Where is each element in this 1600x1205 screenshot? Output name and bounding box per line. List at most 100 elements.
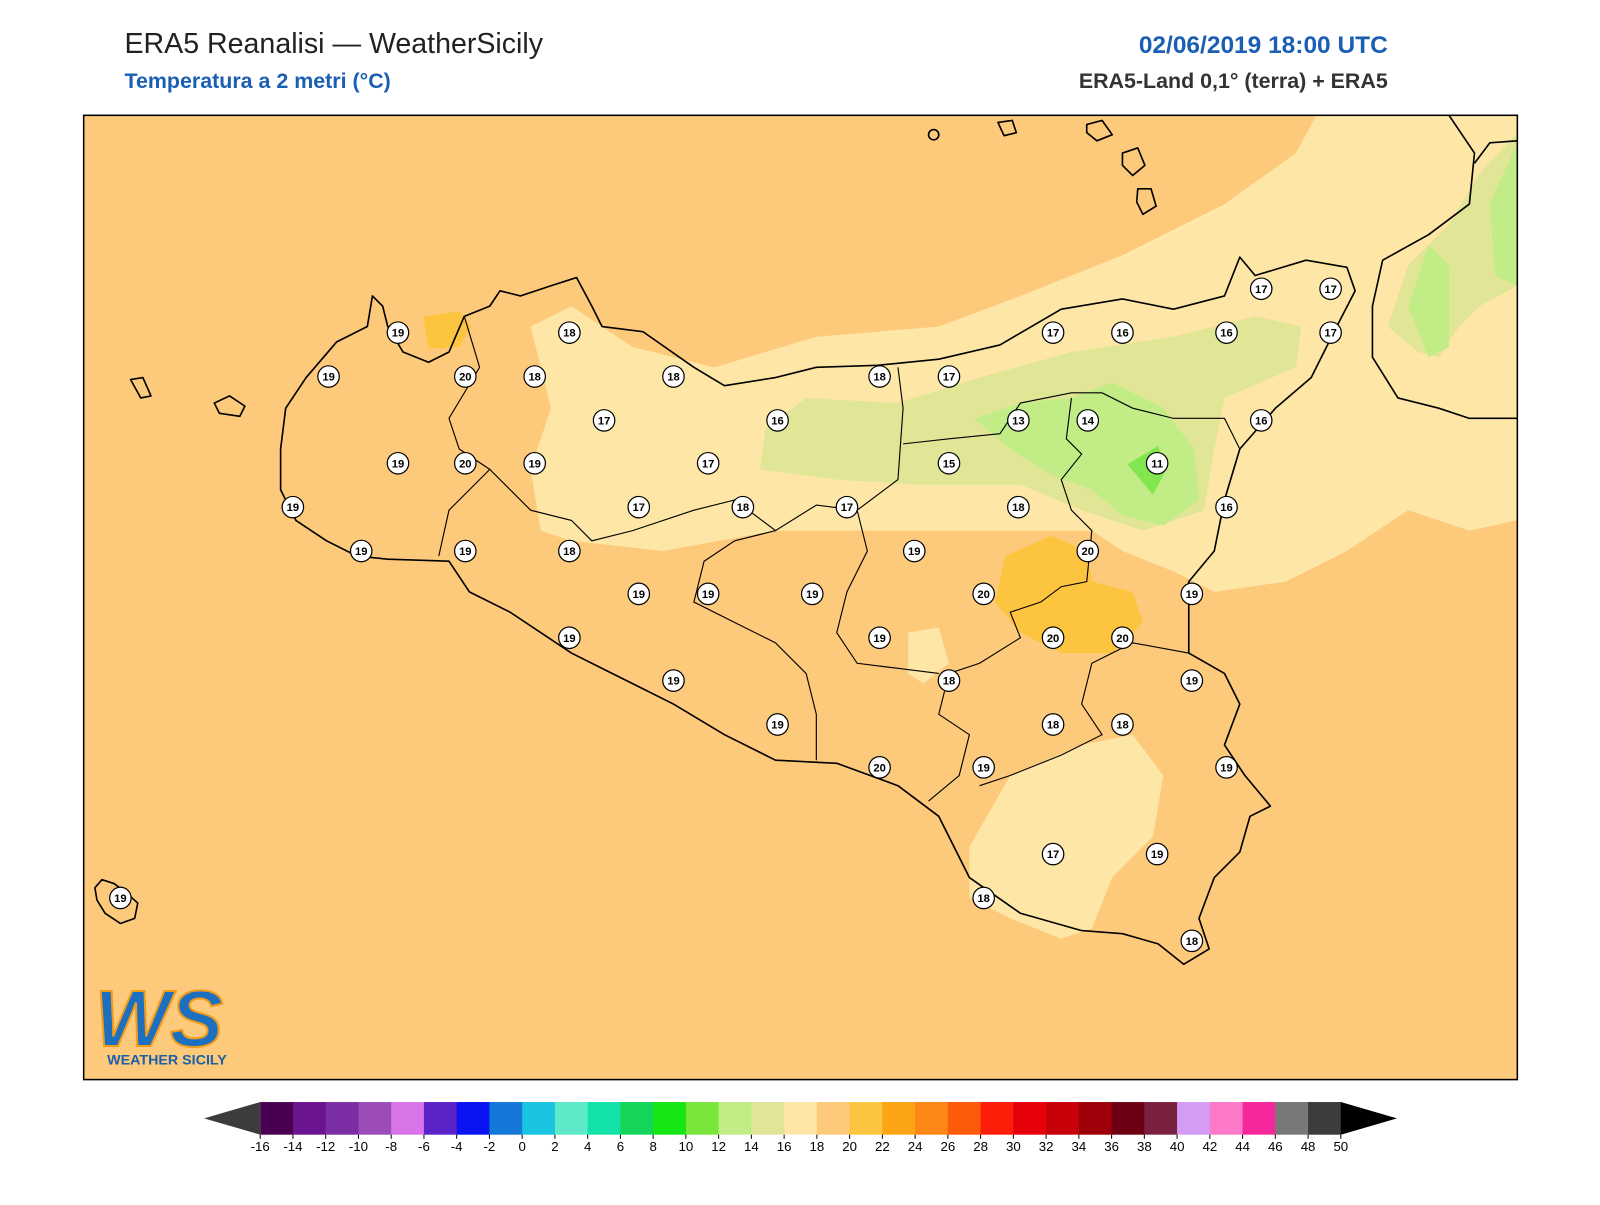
station-marker bbox=[1041, 626, 1065, 650]
station-value: 17 bbox=[1047, 849, 1059, 861]
station-marker bbox=[1007, 495, 1030, 519]
station-marker bbox=[1007, 409, 1030, 432]
colorbar-tick-label: 44 bbox=[1235, 1139, 1250, 1154]
colorbar-swatch bbox=[260, 1102, 294, 1135]
station-value: 19 bbox=[563, 633, 575, 645]
station-value: 19 bbox=[873, 633, 885, 645]
colorbar-tick-label: 22 bbox=[875, 1139, 890, 1154]
station-value: 19 bbox=[355, 546, 367, 558]
station-marker bbox=[766, 409, 789, 432]
island bbox=[1135, 187, 1157, 216]
station-marker bbox=[1111, 713, 1134, 736]
station-marker bbox=[558, 321, 581, 344]
station-value: 17 bbox=[598, 415, 610, 427]
station-value: 19 bbox=[1186, 589, 1198, 601]
colorbar-tick-label: 46 bbox=[1268, 1139, 1283, 1154]
station-marker bbox=[835, 495, 859, 519]
station-marker bbox=[1145, 842, 1169, 866]
station-marker bbox=[696, 582, 720, 606]
colorbar-tick-label: 0 bbox=[518, 1139, 525, 1154]
station-value: 18 bbox=[1186, 936, 1198, 948]
station-marker bbox=[1111, 321, 1134, 344]
station-marker bbox=[800, 582, 824, 606]
colorbar-swatch bbox=[1308, 1102, 1342, 1135]
station-value: 18 bbox=[1012, 502, 1024, 514]
colorbar: -16 -14 -12 -10 -8 -6 -4 -2 0 2 4 6 8 10 12 14 16 18 20 22 2… bbox=[204, 1102, 1397, 1154]
colorbar-tick-label: -6 bbox=[418, 1139, 430, 1154]
station-value: 17 bbox=[1324, 328, 1336, 340]
island bbox=[94, 878, 139, 925]
station-value: 17 bbox=[1324, 284, 1336, 296]
station-marker bbox=[937, 451, 961, 475]
province-border bbox=[693, 530, 817, 761]
contour-16-18 bbox=[530, 115, 1518, 592]
colorbar-swatch bbox=[915, 1102, 949, 1135]
coastline-sicily bbox=[279, 256, 1356, 966]
station-value: 17 bbox=[1255, 284, 1267, 296]
station-marker bbox=[109, 886, 132, 910]
colorbar-tick-label: 6 bbox=[617, 1139, 624, 1154]
station-marker bbox=[1111, 626, 1134, 650]
station-value: 19 bbox=[908, 546, 920, 558]
colorbar-tick-label: 26 bbox=[940, 1139, 955, 1154]
station-marker bbox=[902, 539, 926, 563]
colorbar-tick-label: -12 bbox=[316, 1139, 335, 1154]
colorbar-swatch bbox=[620, 1102, 654, 1135]
contour-12-14 bbox=[974, 382, 1199, 526]
datetime: 02/06/2019 18:00 UTC bbox=[1139, 32, 1388, 59]
coastline-calabria bbox=[1473, 140, 1518, 164]
colorbar-swatch bbox=[685, 1102, 720, 1135]
colorbar-swatch bbox=[1209, 1102, 1244, 1135]
colorbar-tick-label: 16 bbox=[777, 1139, 792, 1154]
station-marker bbox=[766, 713, 789, 736]
station-value: 19 bbox=[1151, 849, 1163, 861]
station-marker bbox=[453, 451, 477, 475]
station-marker bbox=[972, 886, 996, 910]
station-value: 19 bbox=[702, 589, 714, 601]
station-marker bbox=[1180, 582, 1204, 606]
station-marker bbox=[937, 365, 961, 388]
station-value: 18 bbox=[563, 328, 575, 340]
colorbar-swatch bbox=[849, 1102, 883, 1135]
colorbar-tick-label: 50 bbox=[1333, 1139, 1348, 1154]
station-marker bbox=[1319, 277, 1342, 301]
station-value: 18 bbox=[563, 546, 575, 558]
colorbar-swatch bbox=[489, 1102, 523, 1135]
colorbar-swatch bbox=[947, 1102, 982, 1135]
colorbar-tick-label: 48 bbox=[1301, 1139, 1316, 1154]
station-value: 17 bbox=[1047, 328, 1059, 340]
station-value: 18 bbox=[528, 372, 540, 384]
station-value: 13 bbox=[1012, 415, 1024, 427]
island bbox=[213, 395, 246, 418]
colorbar-tick-label: 18 bbox=[810, 1139, 825, 1154]
contour-12-14 bbox=[1489, 142, 1518, 286]
island bbox=[997, 119, 1018, 137]
station-marker bbox=[696, 451, 720, 475]
colorbar-swatch bbox=[718, 1102, 752, 1135]
station-marker bbox=[627, 495, 651, 519]
station-value: 16 bbox=[1255, 415, 1267, 427]
station-value: 20 bbox=[977, 589, 989, 601]
station-marker bbox=[972, 582, 996, 606]
colorbar-tick-label: 38 bbox=[1137, 1139, 1152, 1154]
station-marker bbox=[523, 451, 547, 475]
colorbar-tick-label: -16 bbox=[251, 1139, 270, 1154]
colorbar-over bbox=[1340, 1102, 1397, 1135]
colorbar-tick-label: 28 bbox=[973, 1139, 988, 1154]
colorbar-swatch bbox=[391, 1102, 425, 1135]
station-value: 18 bbox=[1116, 720, 1128, 732]
colorbar-swatch bbox=[358, 1102, 392, 1135]
logo-mark: WS bbox=[95, 974, 223, 1063]
colorbar-swatch bbox=[587, 1102, 621, 1135]
station-value: 19 bbox=[322, 372, 334, 384]
station-value: 18 bbox=[667, 372, 679, 384]
station-layer: 19 18 19 20 18 18 17 16 19 20 19 17 19 17 18 17 19 19 18 19… bbox=[109, 277, 1342, 953]
colorbar-tick-label: 14 bbox=[744, 1139, 759, 1154]
station-marker bbox=[1145, 451, 1169, 475]
colorbar-swatch bbox=[1177, 1102, 1211, 1135]
station-value: 18 bbox=[873, 372, 885, 384]
station-value: 17 bbox=[841, 502, 853, 514]
colorbar-swatch bbox=[1046, 1102, 1080, 1135]
station-value: 20 bbox=[873, 762, 885, 774]
